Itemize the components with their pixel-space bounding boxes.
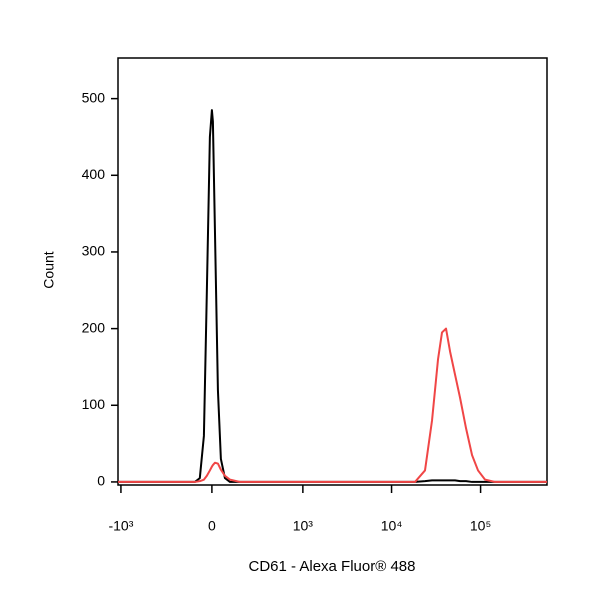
x-tick-label: 10⁴ xyxy=(381,518,403,534)
x-tick-label: 0 xyxy=(208,518,216,534)
y-tick-label: 500 xyxy=(82,89,106,105)
plot-frame xyxy=(117,57,548,486)
y-axis-label: Count xyxy=(41,251,57,288)
x-tick-label: 10⁵ xyxy=(470,518,491,534)
x-axis-label: CD61 - Alexa Fluor® 488 xyxy=(249,558,416,575)
y-tick-label: 200 xyxy=(82,319,106,335)
y-tick-label: 400 xyxy=(82,166,106,182)
y-tick-label: 100 xyxy=(82,396,106,412)
x-tick-label: -10³ xyxy=(108,518,133,534)
histogram-line xyxy=(118,327,547,483)
x-tick-label: 10³ xyxy=(293,518,314,534)
y-tick-label: 0 xyxy=(97,473,105,489)
y-tick-label: 300 xyxy=(82,243,106,259)
histogram-line xyxy=(118,109,547,483)
